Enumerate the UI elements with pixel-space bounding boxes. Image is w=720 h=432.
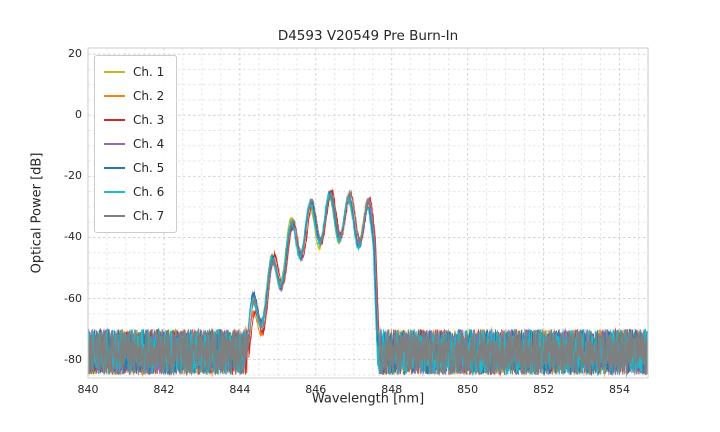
- x-tick-label: 848: [381, 383, 403, 396]
- legend-line-swatch: [104, 215, 125, 217]
- legend-line-swatch: [104, 191, 125, 193]
- legend-line-swatch: [104, 119, 125, 121]
- x-tick-label: 854: [609, 383, 631, 396]
- y-tick-label: -20: [64, 169, 82, 183]
- x-tick-label: 850: [457, 383, 479, 396]
- x-axis-label: Wavelength [nm]: [311, 391, 425, 407]
- legend-label: Ch. 4: [133, 137, 165, 151]
- legend-label: Ch. 1: [133, 65, 165, 79]
- legend-line-swatch: [104, 167, 125, 169]
- legend-label: Ch. 6: [133, 185, 165, 199]
- legend-item: Ch. 5: [104, 156, 164, 180]
- x-tick-label: 844: [229, 383, 251, 396]
- chart-title: D4593 V20549 Pre Burn-In: [277, 28, 459, 44]
- y-tick-label: -80: [64, 352, 82, 366]
- legend: Ch. 1 Ch. 2 Ch. 3 Ch. 4 Ch. 5 Ch. 6 Ch. 7: [94, 55, 178, 233]
- legend-label: Ch. 3: [133, 113, 165, 127]
- legend-label: Ch. 5: [133, 161, 165, 175]
- legend-item: Ch. 7: [104, 204, 164, 228]
- legend-item: Ch. 3: [104, 108, 164, 132]
- legend-item: Ch. 6: [104, 180, 164, 204]
- x-tick-label: 846: [305, 383, 327, 396]
- legend-item: Ch. 1: [104, 60, 164, 84]
- y-tick-label: -40: [64, 230, 82, 244]
- legend-item: Ch. 2: [104, 84, 164, 108]
- x-tick-label: 852: [533, 383, 555, 396]
- x-tick-label: 840: [77, 383, 99, 396]
- y-tick-label: 20: [68, 47, 82, 61]
- y-tick-label: 0: [75, 108, 82, 122]
- y-tick-label: -60: [64, 291, 82, 305]
- legend-line-swatch: [104, 95, 125, 97]
- legend-label: Ch. 7: [133, 209, 165, 223]
- legend-item: Ch. 4: [104, 132, 164, 156]
- legend-line-swatch: [104, 143, 125, 145]
- legend-line-swatch: [104, 71, 125, 73]
- x-tick-label: 842: [153, 383, 175, 396]
- legend-label: Ch. 2: [133, 89, 165, 103]
